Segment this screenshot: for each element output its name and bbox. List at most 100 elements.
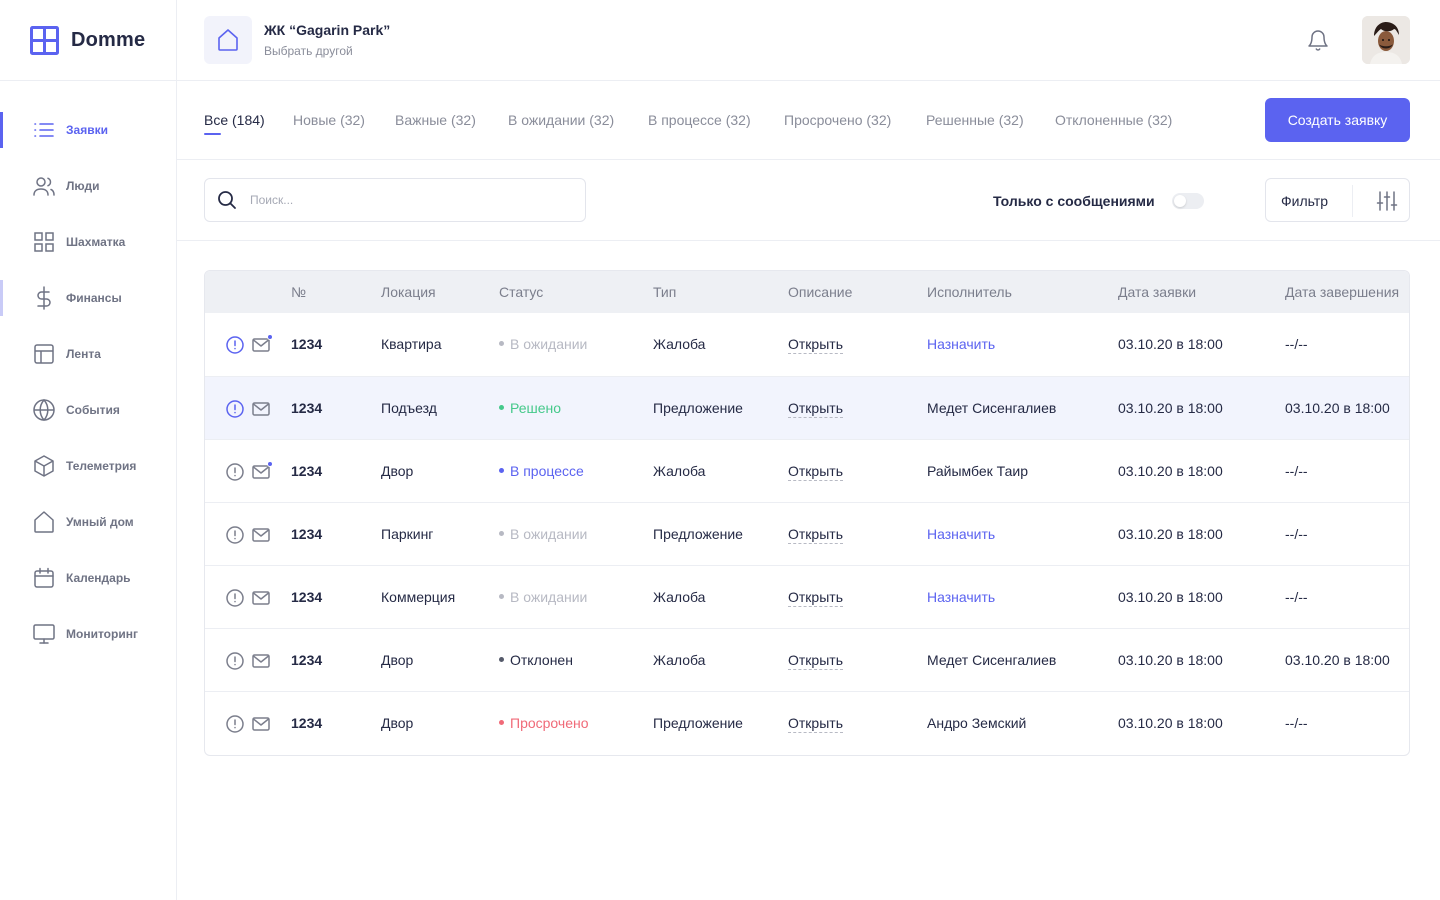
alert-icon[interactable] xyxy=(225,588,245,608)
only-messages-toggle[interactable] xyxy=(1172,193,1204,209)
monitor-icon xyxy=(32,622,56,646)
open-description-link[interactable]: Открыть xyxy=(788,400,843,418)
user-avatar[interactable] xyxy=(1362,16,1410,64)
status-text: Просрочено xyxy=(510,715,589,731)
tab-all[interactable]: Все (184) xyxy=(204,112,265,128)
last-column-clip: --/-- xyxy=(1285,440,1409,502)
mail-icon[interactable] xyxy=(251,714,271,734)
mail-icon[interactable] xyxy=(251,588,271,608)
last-column-clip: --/-- xyxy=(1285,503,1409,565)
column-header[interactable]: Локация xyxy=(381,284,436,300)
sidebar-item-chessboard[interactable]: Шахматка xyxy=(0,214,176,270)
mail-icon[interactable] xyxy=(251,399,271,419)
open-description-link[interactable]: Открыть xyxy=(788,715,843,733)
unread-dot xyxy=(267,334,273,340)
tab-important[interactable]: Важные (32) xyxy=(395,112,476,128)
tab-resolved[interactable]: Решенные (32) xyxy=(926,112,1024,128)
create-request-button[interactable]: Создать заявку xyxy=(1265,98,1410,142)
open-description-link[interactable]: Открыть xyxy=(788,336,843,354)
completion-date: --/-- xyxy=(1285,463,1308,479)
assign-link[interactable]: Назначить xyxy=(927,336,996,352)
request-number: 1234 xyxy=(291,400,323,416)
alert-icon[interactable] xyxy=(225,335,245,355)
completion-date: --/-- xyxy=(1285,336,1308,352)
sidebar-item-people[interactable]: Люди xyxy=(0,158,176,214)
alert-icon[interactable] xyxy=(225,714,245,734)
column-header[interactable]: Дата завершения xyxy=(1285,284,1400,300)
tab-waiting[interactable]: В ожидании (32) xyxy=(508,112,615,128)
status-badge: В ожидании xyxy=(499,336,587,352)
mail-icon[interactable] xyxy=(251,334,273,355)
request-number: 1234 xyxy=(291,336,323,352)
column-header[interactable]: Дата заявки xyxy=(1118,284,1197,300)
status-dot xyxy=(499,593,504,599)
logo[interactable]: Domme xyxy=(0,0,176,81)
table-row[interactable]: 1234 Квартира В ожидании Жалоба Открыть Назна… xyxy=(205,313,1409,376)
sidebar-item-monitoring[interactable]: Мониторинг xyxy=(0,606,176,662)
sidebar-item-label: Заявки xyxy=(66,123,108,137)
tab-in-progress[interactable]: В процессе (32) xyxy=(648,112,751,128)
assign-link[interactable]: Назначить xyxy=(927,526,996,542)
filter-button-label: Фильтр xyxy=(1281,193,1329,209)
change-complex-link[interactable]: Выбрать другой xyxy=(264,44,353,58)
open-description-link[interactable]: Открыть xyxy=(788,589,843,607)
completion-date: 03.10.20 в 18:00 xyxy=(1285,400,1390,416)
active-tab-underline xyxy=(204,133,221,135)
column-header[interactable]: № xyxy=(291,284,307,300)
table-row[interactable]: 1234 Двор Отклонен Жалоба Открыть Медет Сисен… xyxy=(205,628,1409,691)
avatar-image xyxy=(1362,16,1410,64)
alert-icon[interactable] xyxy=(225,462,245,482)
assign-link[interactable]: Назначить xyxy=(927,589,996,605)
open-description-link[interactable]: Открыть xyxy=(788,463,843,481)
complex-icon-box[interactable] xyxy=(204,16,252,64)
tab-rejected[interactable]: Отклоненные (32) xyxy=(1055,112,1173,128)
alert-icon[interactable] xyxy=(225,399,245,419)
sidebar-item-events[interactable]: События xyxy=(0,382,176,438)
column-header[interactable]: Описание xyxy=(788,284,853,300)
column-header[interactable]: Исполнитель xyxy=(927,284,1012,300)
column-header[interactable]: Тип xyxy=(653,284,677,300)
sidebar-item-requests[interactable]: Заявки xyxy=(0,102,176,158)
search-icon xyxy=(218,191,236,209)
bell-icon[interactable] xyxy=(1305,27,1331,53)
sidebar-item-telemetry[interactable]: Телеметрия xyxy=(0,438,176,494)
table-row[interactable]: 1234 Коммерция В ожидании Жалоба Открыть Назн… xyxy=(205,565,1409,628)
tab-overdue[interactable]: Просрочено (32) xyxy=(784,112,892,128)
logo-text: Domme xyxy=(71,28,146,51)
sidebar-item-label: Календарь xyxy=(66,571,131,585)
request-location: Подъезд xyxy=(381,400,437,416)
table-row[interactable]: 1234 Двор В процессе Жалоба Открыть Райымбек … xyxy=(205,439,1409,502)
table-row[interactable]: 1234 Двор Просрочено Предложение Открыть Андр… xyxy=(205,691,1409,754)
status-badge: Отклонен xyxy=(499,652,573,668)
table-row[interactable]: 1234 Паркинг В ожидании Предложение Открыть Н… xyxy=(205,502,1409,565)
mail-icon[interactable] xyxy=(251,525,271,545)
request-type: Жалоба xyxy=(653,336,706,352)
table-row[interactable]: 1234 Подъезд Решено Предложение Открыть Медет… xyxy=(205,376,1409,439)
open-description-link[interactable]: Открыть xyxy=(788,526,843,544)
filter-button[interactable]: Фильтр xyxy=(1265,178,1410,222)
sidebar-item-calendar[interactable]: Календарь xyxy=(0,550,176,606)
open-description-link[interactable]: Открыть xyxy=(788,652,843,670)
alert-icon[interactable] xyxy=(225,525,245,545)
sidebar-item-finance[interactable]: Финансы xyxy=(0,270,176,326)
search-input[interactable] xyxy=(250,193,550,207)
completion-date: --/-- xyxy=(1285,526,1308,542)
request-date: 03.10.20 в 18:00 xyxy=(1118,589,1223,605)
request-date: 03.10.20 в 18:00 xyxy=(1118,526,1223,542)
status-text: В процессе xyxy=(510,463,584,479)
alert-icon[interactable] xyxy=(225,651,245,671)
request-type: Жалоба xyxy=(653,463,706,479)
completion-date: --/-- xyxy=(1285,715,1308,731)
column-header[interactable]: Статус xyxy=(499,284,544,300)
sidebar-item-feed[interactable]: Лента xyxy=(0,326,176,382)
status-text: В ожидании xyxy=(510,336,588,352)
sidebar-item-label: Лента xyxy=(66,347,101,361)
tab-new[interactable]: Новые (32) xyxy=(293,112,365,128)
sidebar-item-label: Шахматка xyxy=(66,235,126,249)
mail-icon[interactable] xyxy=(251,651,271,671)
sidebar-item-smart-home[interactable]: Умный дом xyxy=(0,494,176,550)
sidebar-nav: Заявки Люди Шахматка Финансы xyxy=(0,81,176,662)
mail-icon[interactable] xyxy=(251,461,273,482)
tabs-bar: Все (184) Новые (32) Важные (32) В ожида… xyxy=(177,81,1440,160)
